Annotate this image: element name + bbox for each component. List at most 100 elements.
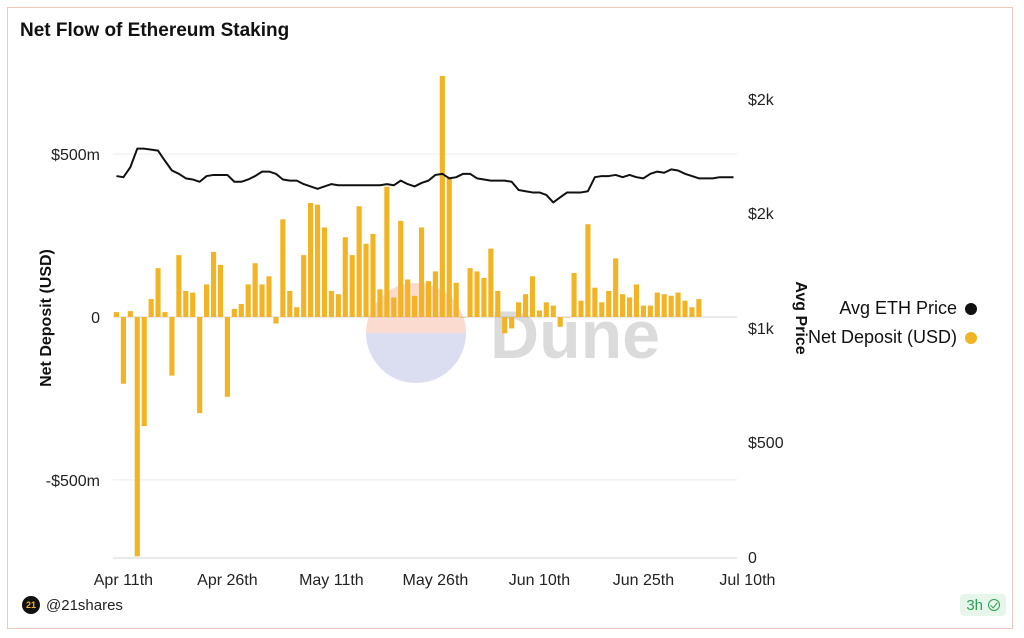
deposit-bar bbox=[495, 290, 501, 317]
deposit-bar bbox=[280, 219, 286, 317]
deposit-bar bbox=[668, 295, 674, 317]
y-right-tick-label: $2k bbox=[748, 92, 775, 109]
legend-dot-orange bbox=[965, 331, 978, 344]
deposit-bar bbox=[356, 206, 362, 317]
check-circle-icon bbox=[988, 599, 1000, 611]
legend: Avg ETH Price Net Deposit (USD) bbox=[808, 294, 978, 352]
deposit-bar bbox=[308, 203, 314, 317]
deposit-bar bbox=[640, 305, 646, 317]
y-left-tick-label: $500m bbox=[51, 147, 100, 164]
deposit-bar bbox=[328, 290, 334, 317]
deposit-bar bbox=[370, 233, 376, 317]
deposit-bar bbox=[592, 287, 598, 317]
deposit-bar bbox=[127, 311, 133, 317]
deposit-bar bbox=[301, 255, 307, 317]
deposit-bar bbox=[606, 290, 612, 317]
legend-label: Net Deposit (USD) bbox=[808, 327, 958, 347]
deposit-bar bbox=[620, 294, 626, 317]
deposit-bar bbox=[294, 307, 300, 317]
y-right-tick-label: $500 bbox=[748, 435, 784, 452]
deposit-bar bbox=[204, 284, 210, 317]
deposit-bar bbox=[349, 255, 355, 317]
deposit-bar bbox=[398, 220, 404, 317]
deposit-bar bbox=[467, 268, 473, 317]
deposit-bar bbox=[557, 317, 563, 327]
x-tick-label: Apr 26th bbox=[197, 572, 257, 589]
deposit-bar bbox=[689, 307, 695, 317]
deposit-bar bbox=[418, 227, 425, 317]
y-right-tick-label: 0 bbox=[748, 550, 757, 567]
deposit-bar bbox=[682, 300, 688, 317]
deposit-bar bbox=[675, 292, 681, 317]
deposit-bar bbox=[453, 282, 459, 317]
deposit-bar bbox=[550, 305, 556, 317]
deposit-bar bbox=[342, 237, 348, 317]
deposit-bar bbox=[661, 294, 667, 317]
legend-item-avg-price[interactable]: Avg ETH Price bbox=[808, 294, 978, 323]
deposit-bar bbox=[585, 224, 591, 317]
deposit-bar bbox=[613, 258, 619, 317]
deposit-bar bbox=[252, 263, 258, 317]
deposit-bar bbox=[439, 76, 445, 317]
deposit-bar bbox=[155, 268, 161, 317]
deposit-bar bbox=[391, 297, 397, 317]
author-handle: @21shares bbox=[46, 596, 123, 614]
deposit-bar bbox=[412, 295, 418, 317]
deposit-bar bbox=[536, 310, 542, 317]
deposit-bar bbox=[231, 308, 237, 317]
deposit-bar bbox=[273, 317, 279, 324]
deposit-bar bbox=[405, 279, 411, 317]
deposit-bar bbox=[481, 277, 487, 317]
deposit-bar bbox=[571, 273, 577, 317]
deposit-bar bbox=[432, 271, 438, 317]
deposit-bar bbox=[321, 227, 328, 317]
y-left-axis-title: Net Deposit (USD) bbox=[38, 249, 55, 387]
deposit-bar bbox=[120, 317, 126, 384]
deposit-bar bbox=[183, 290, 189, 317]
deposit-bar bbox=[148, 299, 154, 317]
deposit-bar bbox=[633, 284, 640, 317]
x-tick-label: Jun 25th bbox=[613, 572, 674, 589]
deposit-bar bbox=[266, 276, 272, 317]
author-credit[interactable]: 21 @21shares bbox=[22, 596, 123, 614]
deposit-bar bbox=[113, 312, 120, 317]
x-tick-label: Jul 10th bbox=[719, 572, 775, 589]
deposit-bar bbox=[377, 289, 383, 317]
deposit-bar bbox=[529, 276, 536, 317]
deposit-bar bbox=[197, 317, 203, 414]
x-tick-label: Apr 11th bbox=[94, 572, 153, 589]
deposit-bar bbox=[516, 302, 522, 317]
21shares-logo-icon: 21 bbox=[22, 596, 40, 614]
legend-label: Avg ETH Price bbox=[839, 298, 958, 318]
y-right-tick-label: $1k bbox=[748, 321, 775, 338]
deposit-bar bbox=[543, 302, 549, 317]
deposit-bar bbox=[224, 317, 230, 397]
deposit-bar bbox=[522, 294, 529, 317]
deposit-bar bbox=[134, 317, 140, 557]
deposit-bar bbox=[245, 284, 251, 317]
deposit-bar bbox=[363, 243, 369, 317]
price-line bbox=[116, 147, 734, 204]
deposit-bar bbox=[647, 305, 653, 317]
deposit-bar bbox=[176, 255, 182, 317]
x-tick-label: May 26th bbox=[402, 572, 468, 589]
deposit-bar bbox=[696, 299, 702, 317]
y-right-axis-title: Avg Price bbox=[792, 281, 809, 354]
deposit-bar bbox=[509, 317, 515, 329]
deposit-bar bbox=[425, 281, 432, 317]
deposit-bar bbox=[502, 317, 508, 334]
deposit-bar bbox=[335, 294, 341, 317]
deposit-bar bbox=[217, 264, 224, 317]
deposit-bar bbox=[162, 312, 168, 317]
deposit-bar bbox=[654, 292, 660, 317]
deposit-bar bbox=[460, 317, 466, 318]
dune-logo-bottom bbox=[366, 333, 466, 383]
legend-dot-black bbox=[965, 302, 978, 315]
deposit-bar bbox=[210, 251, 217, 317]
refresh-badge[interactable]: 3h bbox=[960, 594, 1006, 616]
deposit-bar bbox=[599, 302, 605, 317]
deposit-bar bbox=[287, 290, 293, 317]
y-right-tick-label: $2k bbox=[748, 206, 775, 223]
legend-item-net-deposit[interactable]: Net Deposit (USD) bbox=[808, 323, 978, 352]
